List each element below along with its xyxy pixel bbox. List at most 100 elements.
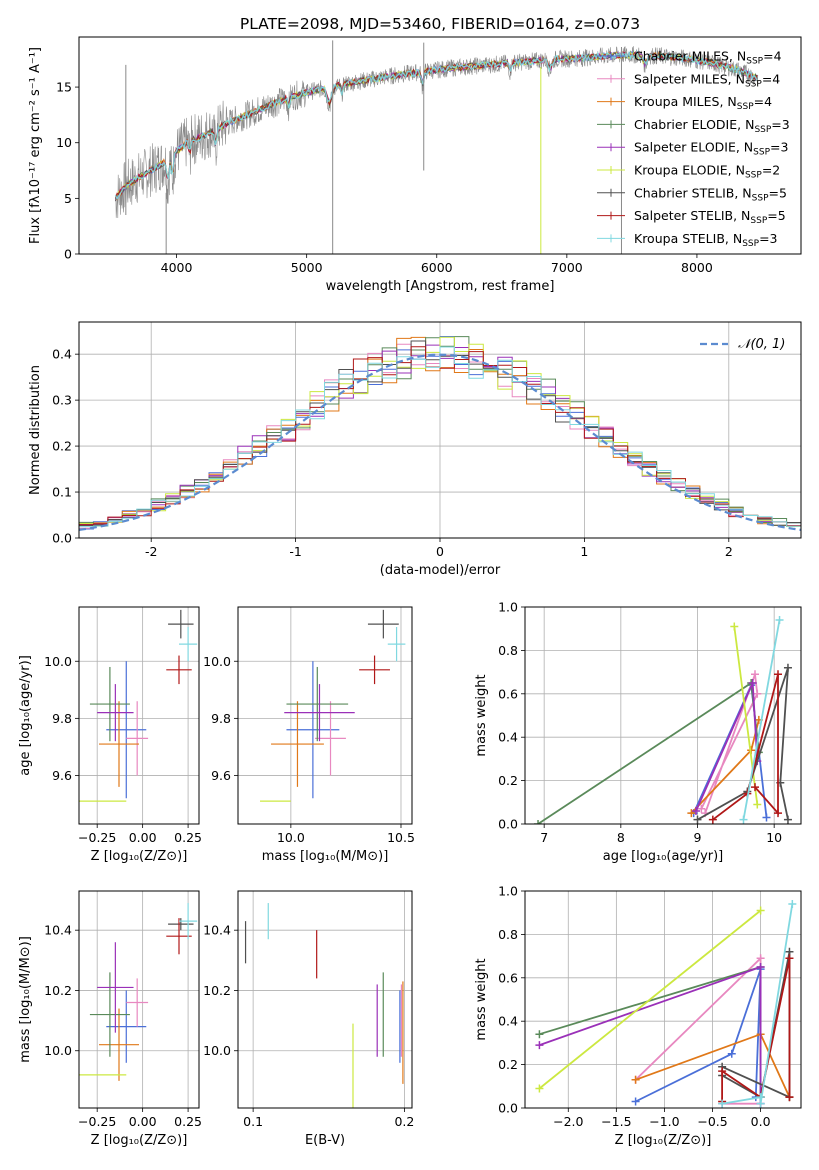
legend-label-main: Chabrier ELODIE, N (634, 117, 754, 132)
series-marker-kroupa_elodie (730, 622, 739, 631)
y-tick-label: 9.8 (211, 711, 231, 726)
y-tick-label: 15 (56, 80, 72, 95)
series-marker-chabrier_stelib (783, 663, 792, 672)
x-tick-label: 10.0 (277, 830, 305, 845)
plot-area (114, 40, 759, 254)
y-tick-label: 0.2 (52, 439, 72, 454)
series-marker-salpeter_miles (697, 804, 706, 813)
x-axis-label: age [log₁₀(age/yr)] (603, 849, 724, 864)
legend-label: Salpeter MILES, NSSP=4 (634, 71, 780, 89)
x-tick-label: 10 (766, 830, 782, 845)
x-tick-label: 0 (436, 544, 444, 559)
y-tick-label: 10.2 (44, 983, 72, 998)
histogram-kroupa_stelib (79, 346, 801, 538)
x-tick-label: 4000 (161, 260, 193, 275)
y-tick-label: 0.0 (498, 1101, 518, 1116)
x-tick-label: -2 (145, 544, 157, 559)
series-marker-salpeter_elodie (691, 806, 700, 815)
y-axis-label: age [log₁₀(age/yr)] (18, 655, 33, 776)
y-tick-label: 0.8 (498, 927, 518, 942)
legend-label-sub: SSP (752, 193, 769, 203)
axes-age_vs_mass: 10.0 10.5 9.6 9.8 10.0 mass [log₁₀(M/M⊙)] (203, 606, 415, 864)
legend-label: Chabrier MILES, NSSP=4 (634, 49, 782, 67)
series-marker-chabrier_miles (727, 1049, 736, 1058)
legend-label: Chabrier STELIB, NSSP=5 (634, 185, 787, 203)
legend-label-tail: =4 (762, 71, 780, 86)
y-tick-label: 0.3 (52, 393, 72, 408)
axes-frame (78, 36, 802, 255)
plot-area (260, 609, 406, 802)
series-marker-salpeter_stelib (774, 809, 782, 818)
axes-weights_vs_Z: −2.0 −1.5 −1.0 −0.5 0.0 0.0 0.2 0.4 0.6 0.8 1.0 Z [… (474, 884, 802, 1148)
legend-label-sub: SSP (742, 239, 759, 249)
series-marker-salpeter_stelib (785, 1093, 794, 1102)
legend-label-sub: SSP (750, 216, 767, 226)
axes-frame (78, 321, 802, 539)
legend-normal-label: 𝒩(0, 1) (738, 337, 785, 352)
series-marker-salpeter_stelib (751, 783, 759, 792)
legend-label-sub: SSP (737, 102, 754, 112)
series-marker-chabrier_elodie (534, 820, 543, 824)
series-marker-kroupa_elodie (756, 906, 765, 915)
legend-label-tail: =5 (767, 208, 785, 223)
y-tick-label: 0.0 (498, 817, 518, 832)
x-tick-label: 9 (694, 830, 702, 845)
x-tick-label: 0.25 (174, 1114, 202, 1129)
axes-frame (237, 606, 413, 825)
y-tick-label: 0.2 (498, 1057, 518, 1072)
series-marker-chabrier_stelib (783, 815, 792, 824)
legend-label-main: Kroupa ELODIE, N (634, 163, 745, 178)
y-tick-label: 0.2 (498, 773, 518, 788)
legend-label-tail: =4 (763, 49, 781, 64)
y-tick-label: 5 (64, 191, 72, 206)
series-marker-kroupa_stelib (739, 815, 748, 824)
x-axis-label: E(B-V) (305, 1133, 345, 1148)
y-tick-label: 1.0 (498, 600, 518, 615)
y-tick-label: 1.0 (498, 884, 518, 899)
y-axis-label: Flux [fλ10⁻¹⁷ erg cm⁻² s⁻¹ A⁻¹] (28, 47, 43, 244)
axes-spectrum: 4000 5000 6000 7000 8000 0 5 10 15 wavelength [An… (28, 36, 802, 294)
legend-label-main: Salpeter STELIB, N (634, 208, 750, 223)
legend-label-main: Chabrier MILES, N (634, 49, 746, 64)
legend-label-tail: =4 (754, 94, 772, 109)
y-tick-label: 9.6 (52, 768, 72, 783)
y-tick-label: 10 (56, 135, 72, 150)
y-tick-label: 10.4 (203, 923, 231, 938)
y-tick-label: 9.6 (211, 768, 231, 783)
legend-label-sub: SSP (745, 171, 762, 181)
legend-label: Kroupa MILES, NSSP=4 (634, 94, 772, 112)
y-tick-label: 0.0 (52, 531, 72, 546)
series-line-salpeter_miles (634, 956, 762, 1105)
y-tick-label: 10.0 (203, 1043, 231, 1058)
spectrum-line (115, 46, 759, 219)
legend-label: Salpeter ELODIE, NSSP=3 (634, 140, 788, 158)
series-marker-kroupa_stelib (788, 900, 797, 909)
series-marker-salpeter_stelib (718, 1067, 727, 1076)
axes-mass_vs_ebv: 0.1 0.2 10.0 10.2 10.4 E(B-V) (203, 890, 414, 1148)
y-tick-label: 0.6 (498, 686, 518, 701)
x-tick-label: 5000 (291, 260, 323, 275)
axes-frame (78, 606, 200, 825)
series-marker-salpeter_stelib (708, 815, 717, 824)
y-tick-label: 0.6 (498, 970, 518, 985)
x-tick-label: 1 (580, 544, 588, 559)
axes-residuals: -2 -1 0 1 2 0.0 0.1 0.2 0.3 0.4 (data-model)/error… (28, 321, 802, 578)
series-marker-kroupa_stelib (718, 1099, 727, 1108)
axes-frame (524, 606, 802, 825)
series-marker-kroupa_stelib (775, 616, 784, 625)
x-tick-label: 8 (617, 830, 625, 845)
legend-label-tail: =2 (762, 163, 780, 178)
series-marker-kroupa_stelib (756, 1099, 765, 1108)
y-tick-label: 0.4 (52, 347, 72, 362)
x-tick-label: 0.25 (174, 830, 202, 845)
x-tick-label: −1.0 (649, 1114, 679, 1129)
x-tick-label: 0.2 (394, 1114, 414, 1129)
x-tick-label: 0.00 (129, 1114, 157, 1129)
x-tick-label: 0.0 (751, 1114, 771, 1129)
x-axis-label: Z [log₁₀(Z/Z⊙)] (91, 1133, 188, 1148)
axes-frame (78, 890, 200, 1109)
y-tick-label: 0.8 (498, 643, 518, 658)
series-marker-chabrier_miles (631, 1097, 640, 1106)
legend-label-sub: SSP (754, 125, 771, 135)
series-marker-kroupa_elodie (535, 1084, 544, 1093)
